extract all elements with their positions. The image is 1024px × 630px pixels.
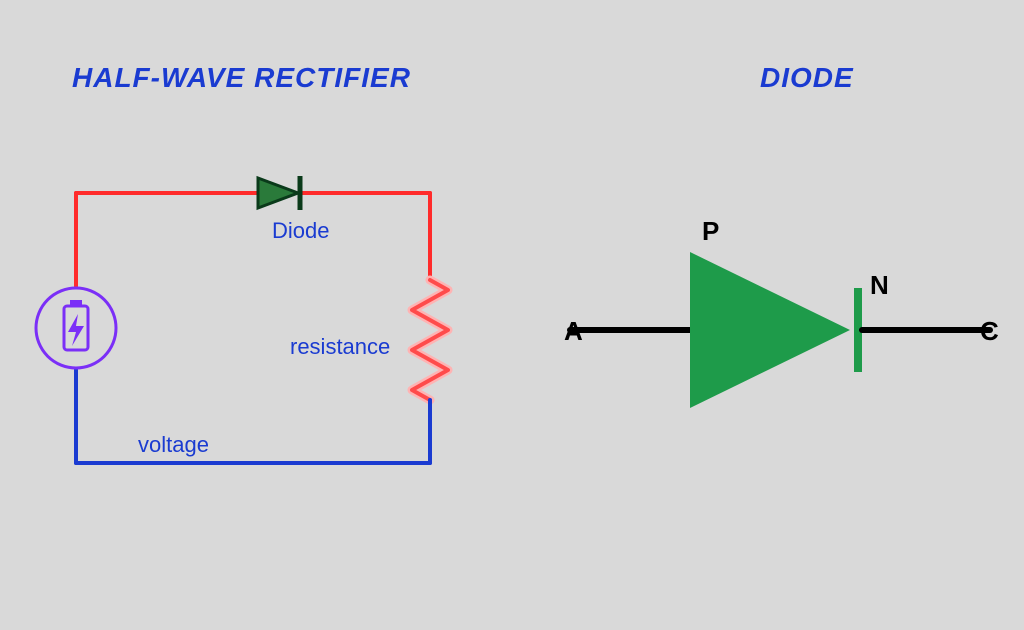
n-label: N bbox=[870, 270, 889, 301]
diagram-canvas bbox=[0, 0, 1024, 630]
diode-label: Diode bbox=[272, 218, 329, 244]
cathode-label: C bbox=[980, 316, 999, 347]
resistance-label: resistance bbox=[290, 334, 390, 360]
voltage-source-icon bbox=[36, 288, 116, 368]
p-label: P bbox=[702, 216, 719, 247]
diode-triangle bbox=[690, 252, 850, 408]
circuit-diode bbox=[258, 176, 300, 210]
anode-label: A bbox=[564, 316, 583, 347]
voltage-label: voltage bbox=[138, 432, 209, 458]
